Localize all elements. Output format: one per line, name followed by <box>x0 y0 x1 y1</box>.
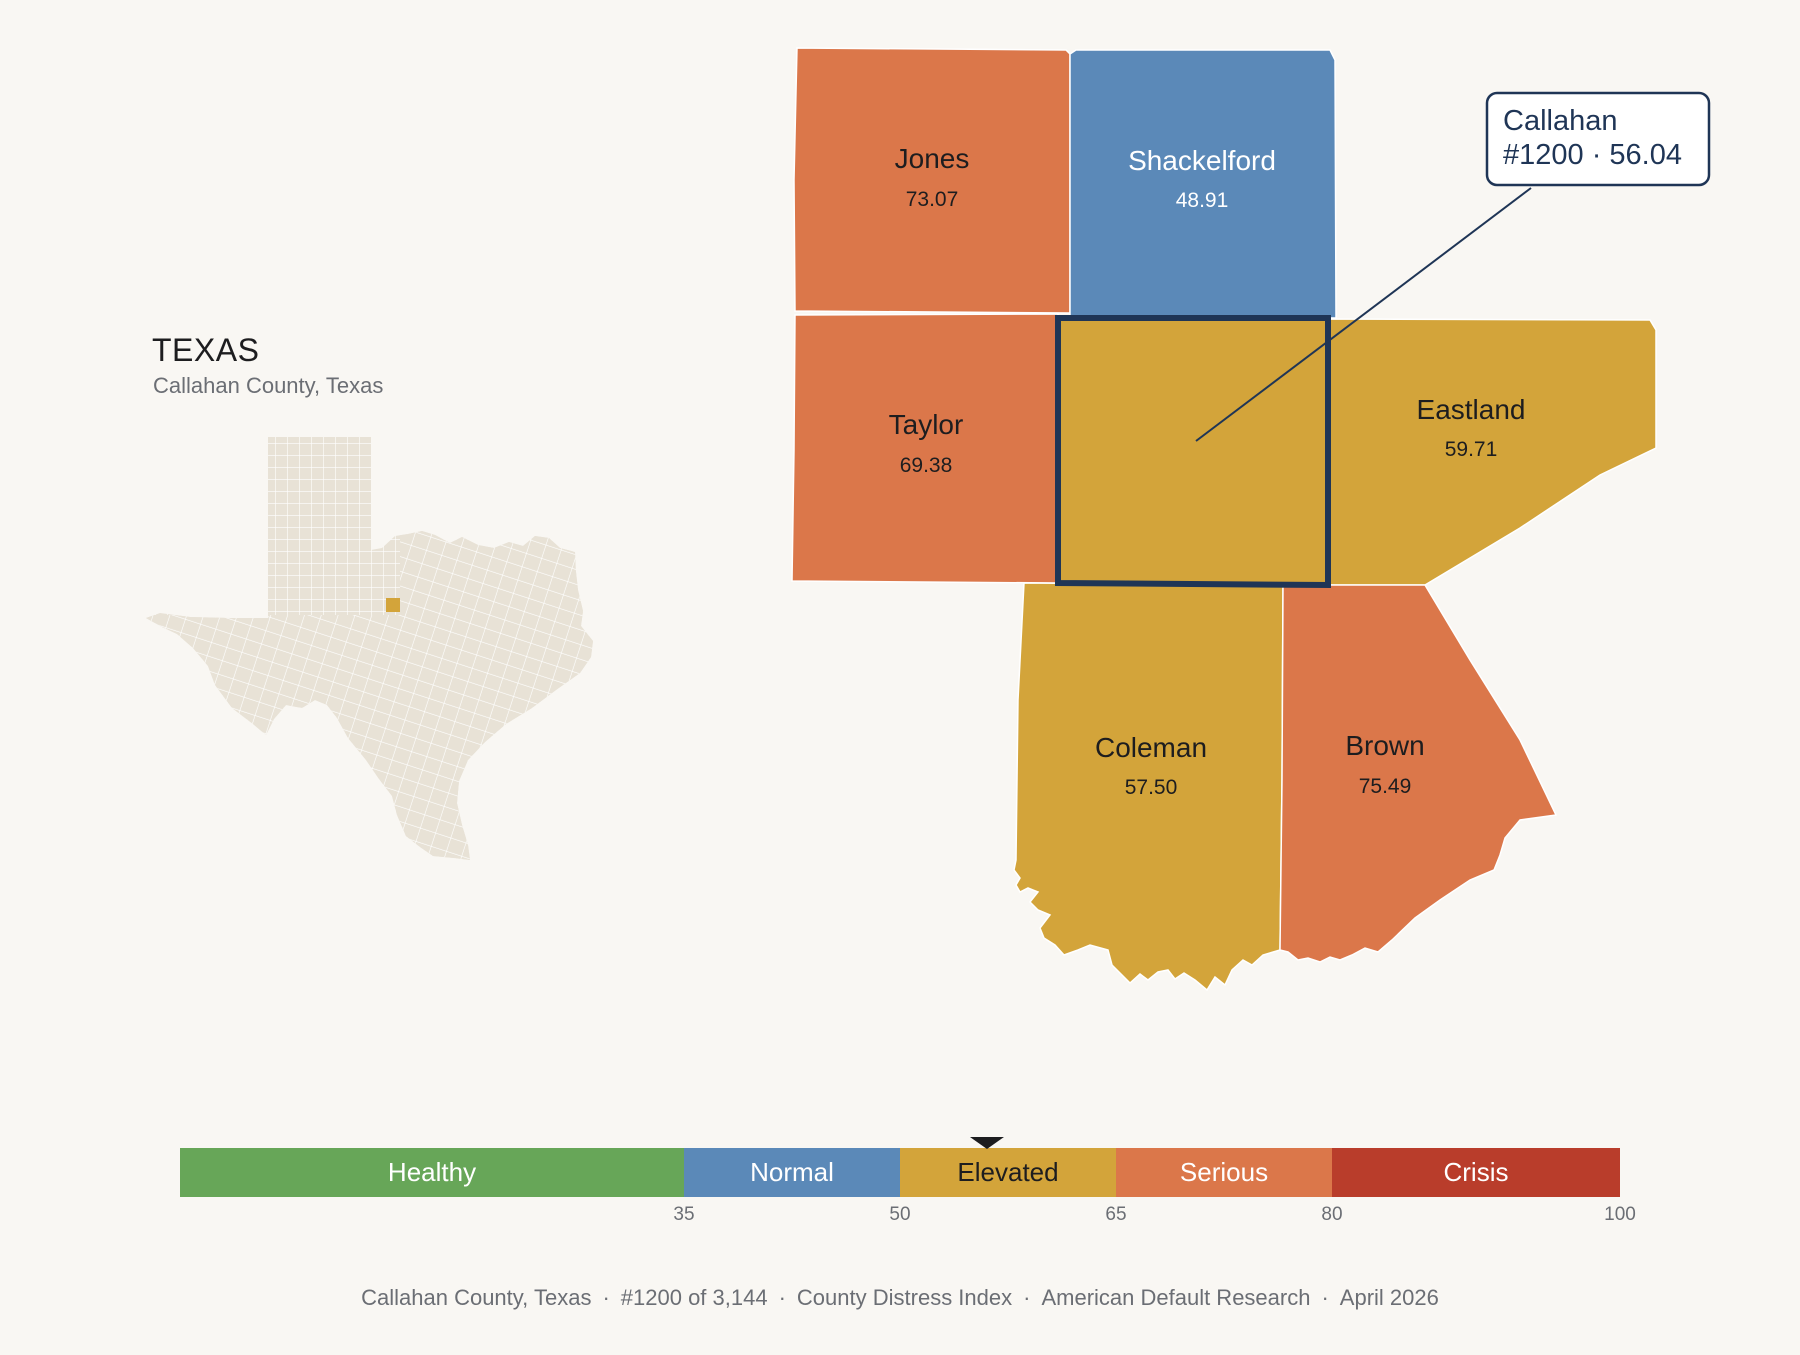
footer-separator: · <box>1321 1285 1329 1310</box>
county-jones[interactable] <box>793 47 1071 314</box>
county-label-brown: Brown <box>1345 730 1424 761</box>
legend-ticks: 35 50 65 80 100 <box>673 1204 1635 1225</box>
county-labels: Jones 73.07 Shackelford 48.91 Taylor 69.… <box>889 143 1526 799</box>
county-map <box>791 47 1657 992</box>
legend-tick-label: 100 <box>1604 1204 1636 1225</box>
county-label-jones: Jones <box>895 143 970 174</box>
callout-county-name: Callahan <box>1503 105 1617 137</box>
legend-band-normal <box>684 1148 900 1197</box>
legend-band-elevated <box>900 1148 1116 1197</box>
footer-separator: · <box>602 1285 610 1310</box>
footer-rank: #1200 of 3,144 <box>620 1285 768 1310</box>
county-brown[interactable] <box>1279 584 1558 963</box>
footer-separator: · <box>1023 1285 1031 1310</box>
callout-leader-line <box>1195 187 1532 442</box>
footer-date: April 2026 <box>1339 1285 1439 1310</box>
county-value-brown: 75.49 <box>1359 775 1412 798</box>
legend-band-healthy <box>180 1148 684 1197</box>
county-value-coleman: 57.50 <box>1125 776 1178 799</box>
footer: Callahan County, Texas · #1200 of 3,144 · Co… <box>0 1285 1800 1311</box>
legend-band-label: Serious <box>1180 1157 1268 1187</box>
legend-tick-label: 80 <box>1321 1204 1342 1225</box>
county-value-eastland: 59.71 <box>1445 438 1498 461</box>
legend-tick-label: 35 <box>673 1204 694 1225</box>
footer-source: American Default Research <box>1041 1285 1311 1310</box>
state-title: TEXAS <box>152 332 260 368</box>
legend-band-label: Healthy <box>388 1157 476 1187</box>
footer-county: Callahan County, Texas <box>361 1285 592 1310</box>
county-coleman[interactable] <box>1013 582 1284 992</box>
legend-band-label: Crisis <box>1444 1157 1509 1187</box>
legend-scale: Healthy Normal Elevated Serious Crisis 35 50 6… <box>180 1137 1636 1225</box>
footer-index: County Distress Index <box>796 1285 1013 1310</box>
texas-east-counties <box>400 520 593 860</box>
legend-band-label: Elevated <box>957 1157 1058 1187</box>
texas-focus-county-marker <box>386 598 400 612</box>
legend-band-crisis <box>1332 1148 1620 1197</box>
county-label-taylor: Taylor <box>889 409 964 440</box>
county-value-taylor: 69.38 <box>900 454 953 477</box>
county-label-coleman: Coleman <box>1095 732 1207 763</box>
legend-band-label: Normal <box>750 1157 834 1187</box>
legend-tick-label: 65 <box>1105 1204 1126 1225</box>
footer-separator: · <box>778 1285 786 1310</box>
legend-tick-label: 50 <box>889 1204 910 1225</box>
county-shackelford[interactable] <box>1069 49 1337 319</box>
legend-band-serious <box>1116 1148 1332 1197</box>
callout-rank-score: #1200 · 56.04 <box>1503 139 1682 171</box>
legend-score-marker <box>969 1137 1004 1149</box>
county-value-jones: 73.07 <box>906 188 959 211</box>
state-subtitle: Callahan County, Texas <box>153 373 384 398</box>
county-label-eastland: Eastland <box>1417 394 1526 425</box>
legend-bands: Healthy Normal Elevated Serious Crisis <box>180 1148 1620 1197</box>
callout-box <box>1485 91 1711 187</box>
county-callahan[interactable] <box>1055 315 1331 589</box>
texas-south-counties <box>146 615 410 860</box>
county-taylor[interactable] <box>791 313 1059 584</box>
focus-callout: Callahan #1200 · 56.04 <box>1195 91 1711 442</box>
county-value-shackelford: 48.91 <box>1176 189 1229 212</box>
county-label-shackelford: Shackelford <box>1128 145 1276 176</box>
